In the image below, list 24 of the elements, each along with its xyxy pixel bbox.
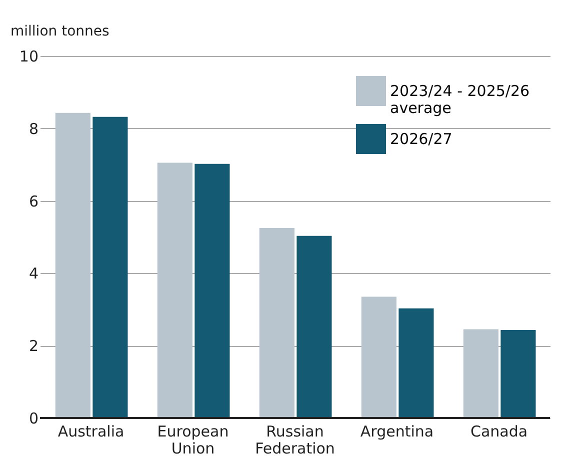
bar: [55, 112, 90, 418]
legend-label: 2023/24 - 2025/26 average: [390, 82, 530, 117]
y-tick-label: 0: [28, 410, 38, 428]
y-tick-label: 4: [28, 264, 38, 283]
bar: [398, 308, 434, 418]
bar: [157, 162, 192, 418]
x-tick-label: European Union: [157, 422, 229, 458]
y-tick-label: 2: [28, 337, 38, 356]
y-tick-label: 6: [28, 192, 38, 210]
x-tick-label: Russian Federation: [255, 422, 335, 458]
bar: [92, 116, 128, 418]
x-tick-label: Australia: [58, 422, 124, 440]
bar: [500, 330, 536, 418]
y-axis-title: million tonnes: [10, 24, 110, 40]
y-tick-label: 8: [28, 120, 38, 138]
legend-label: 2026/27: [390, 130, 452, 148]
bar: [361, 296, 396, 418]
y-tick-label: 10: [19, 48, 38, 66]
x-tick-label: Canada: [470, 422, 528, 440]
bar: [463, 329, 498, 418]
bar: [259, 228, 294, 418]
x-tick-label: Argentina: [360, 422, 434, 440]
bar: [194, 164, 230, 418]
bar: [296, 236, 332, 418]
